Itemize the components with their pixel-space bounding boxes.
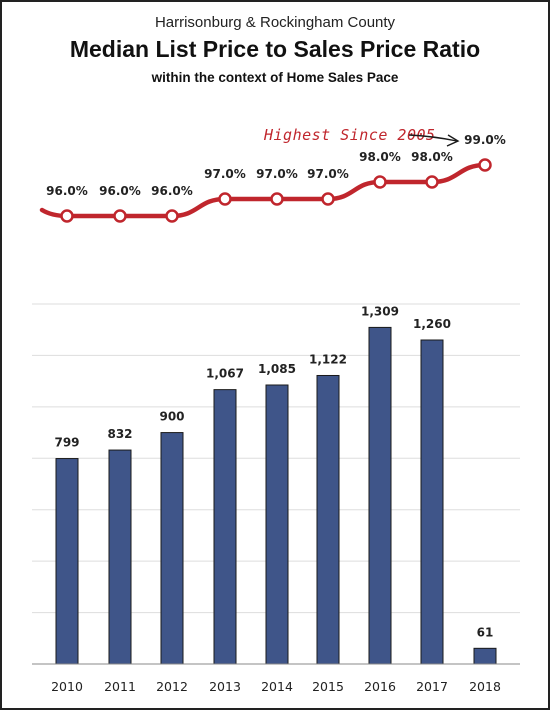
annotation-arrowhead (446, 134, 460, 147)
x-tick-label: 2010 (51, 679, 83, 694)
bar (368, 326, 392, 665)
chart-title: Median List Price to Sales Price Ratio (69, 36, 481, 62)
bar (108, 449, 132, 665)
annotation-text: Highest Since 2005 (263, 126, 436, 144)
annotation-arrow (408, 134, 458, 142)
x-tick-label: 2018 (469, 679, 501, 694)
ratio-value-label: 97.0% (204, 167, 246, 181)
x-tick-label: 2016 (364, 679, 396, 694)
bar (213, 389, 237, 665)
ratio-marker (373, 175, 387, 189)
ratio-value-label: 98.0% (359, 150, 401, 164)
bar-series: 799 832 900 1,067 1,085 1,122 1,309 1,260 61 (54, 304, 497, 665)
ratio-marker (270, 192, 284, 206)
x-tick-label: 2011 (104, 679, 136, 694)
ratio-value-label: 96.0% (151, 184, 193, 198)
x-tick-label: 2013 (209, 679, 241, 694)
ratio-line (39, 162, 488, 219)
bar-value-label: 1,309 (361, 304, 399, 318)
chart-subtitle: within the context of Home Sales Pace (151, 70, 399, 85)
bar-value-label: 1,122 (309, 352, 347, 366)
bar (265, 384, 289, 665)
bar-value-label: 1,085 (258, 362, 296, 376)
bar-value-label: 1,260 (413, 317, 451, 331)
annotation: Highest Since 2005 (263, 126, 460, 147)
ratio-series: 96.0% 96.0% 96.0% 97.0% 97.0% 97.0% 98.0% 98.0%… (39, 133, 506, 223)
bar-value-label: 61 (477, 625, 494, 639)
bar (316, 374, 340, 665)
bar (160, 432, 184, 665)
ratio-marker (425, 175, 439, 189)
ratio-value-label: 99.0% (464, 133, 506, 147)
ratio-value-label: 96.0% (99, 184, 141, 198)
bar-value-label: 832 (107, 427, 132, 441)
x-axis: 2010 2011 2012 2013 2014 2015 2016 2017 2018 (32, 663, 520, 694)
ratio-marker (478, 158, 492, 172)
ratio-marker (165, 209, 179, 223)
ratio-marker (321, 192, 335, 206)
x-tick-label: 2014 (261, 679, 293, 694)
bar (420, 339, 444, 665)
bar-value-label: 799 (54, 436, 79, 450)
ratio-value-label: 97.0% (307, 167, 349, 181)
x-tick-label: 2015 (312, 679, 344, 694)
x-tick-label: 2012 (156, 679, 188, 694)
ratio-marker (218, 192, 232, 206)
bar (55, 458, 79, 665)
ratio-value-label: 98.0% (411, 150, 453, 164)
ratio-value-label: 96.0% (46, 184, 88, 198)
bar-value-label: 900 (159, 410, 184, 424)
bar (473, 647, 497, 665)
bar-value-label: 1,067 (206, 367, 244, 381)
ratio-marker (113, 209, 127, 223)
ratio-value-label: 97.0% (256, 167, 298, 181)
x-tick-label: 2017 (416, 679, 448, 694)
chart-supertitle: Harrisonburg & Rockingham County (154, 14, 396, 31)
ratio-marker (60, 209, 74, 223)
